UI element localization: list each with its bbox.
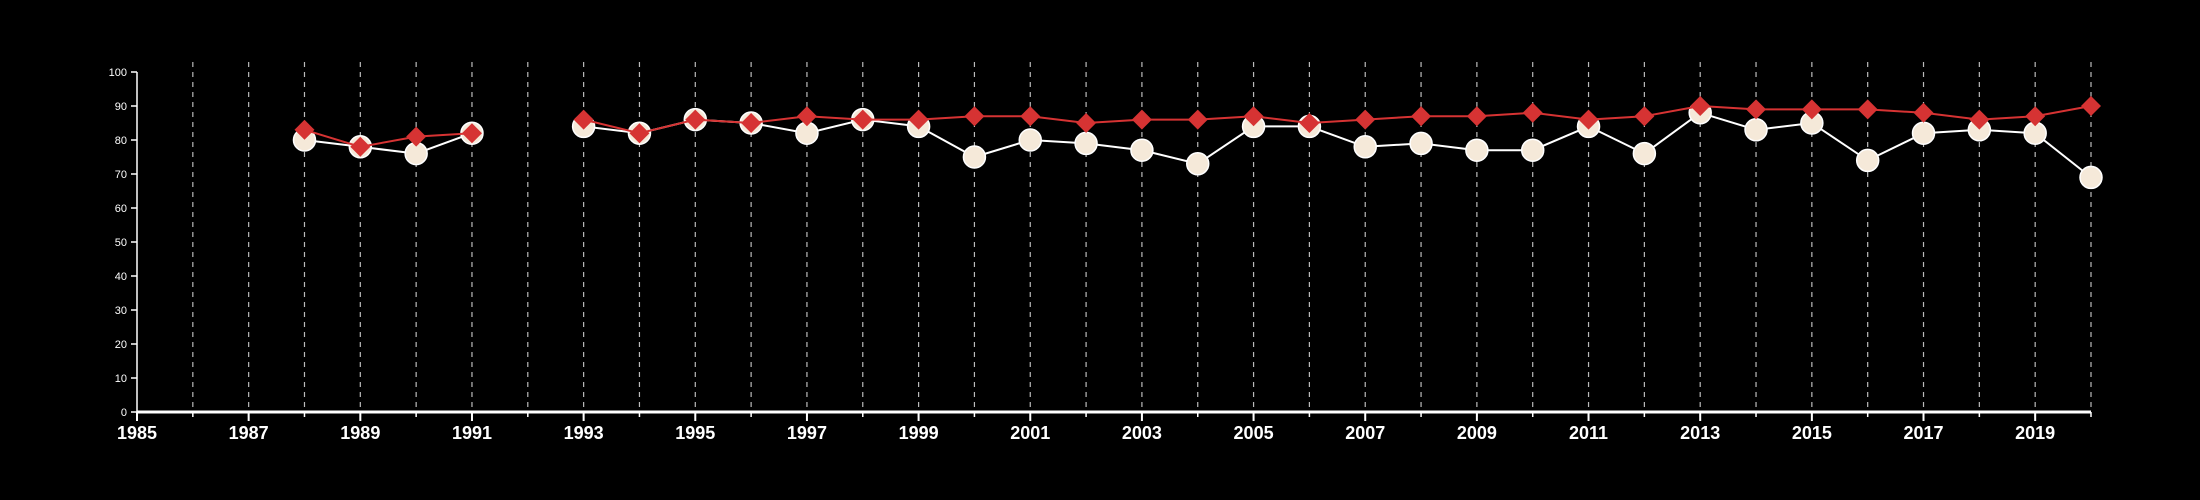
point-diamond-2016 (1857, 99, 1878, 120)
x-tick-label-1999: 1999 (899, 423, 939, 443)
point-diamond-1991 (461, 123, 482, 144)
y-tick-label-20: 20 (115, 339, 127, 351)
series-1-line-2 (583, 111, 2092, 179)
x-tick-label-1995: 1995 (675, 423, 715, 443)
point-circle-2020 (2079, 165, 2103, 190)
y-tick-label-70: 70 (115, 169, 127, 181)
x-tick-label-2019: 2019 (2015, 423, 2055, 443)
y-tick-label-100: 100 (109, 67, 127, 79)
series-2-line-2 (583, 104, 2092, 135)
point-diamond-2019 (2025, 106, 2046, 127)
point-circle-2004 (1185, 152, 1210, 176)
point-diamond-1998 (852, 109, 873, 130)
x-tick-label-1991: 1991 (452, 423, 492, 443)
point-circle-2007 (1353, 135, 1377, 159)
point-diamond-2001 (1020, 106, 1041, 127)
point-diamond-1997 (796, 106, 817, 127)
point-diamond-1988 (294, 119, 315, 140)
x-tick-label-2007: 2007 (1345, 423, 1385, 443)
point-diamond-2007 (1355, 109, 1376, 130)
x-tick-label-1997: 1997 (787, 423, 827, 443)
x-tick-label-1989: 1989 (340, 423, 380, 443)
x-tick-label-2003: 2003 (1122, 423, 1162, 443)
point-diamond-1995 (685, 109, 706, 130)
x-tick-label-2011: 2011 (1569, 423, 1608, 443)
x-tick-label-2001: 2001 (1010, 423, 1050, 443)
y-tick-label-90: 90 (115, 101, 127, 113)
point-diamond-2008 (1411, 106, 1432, 127)
vertical-gridlines (192, 62, 2092, 412)
data-series (292, 96, 2103, 190)
point-circle-2009 (1465, 138, 1489, 162)
point-diamond-1993 (573, 109, 594, 130)
point-diamond-2012 (1634, 106, 1655, 127)
tick-labels: 0 10 20 30 40 50 60 70 80 90 100 1985 1987 1989 1991 19… (109, 67, 2056, 443)
point-diamond-2015 (1801, 99, 1822, 120)
point-diamond-2003 (1131, 109, 1152, 130)
series-2 (294, 96, 2101, 157)
point-circle-2010 (1520, 138, 1545, 162)
y-tick-label-60: 60 (115, 203, 127, 215)
point-diamond-2005 (1243, 106, 1264, 127)
y-tick-label-80: 80 (115, 135, 127, 147)
point-diamond-1999 (908, 109, 929, 130)
x-tick-label-1993: 1993 (564, 423, 604, 443)
point-diamond-2010 (1522, 102, 1543, 123)
y-tick-label-0: 0 (121, 407, 127, 419)
point-circle-2012 (1632, 141, 1657, 166)
series-1-line-1 (304, 132, 473, 155)
point-circle-2002 (1074, 131, 1098, 156)
point-circle-2000 (962, 145, 987, 169)
point-circle-2017 (1911, 121, 1936, 145)
point-diamond-1994 (629, 123, 650, 144)
x-tick-label-2009: 2009 (1457, 423, 1497, 443)
point-diamond-2002 (1076, 113, 1097, 133)
x-tick-label-1985: 1985 (117, 423, 157, 443)
y-tick-label-30: 30 (115, 305, 127, 317)
point-circle-2014 (1744, 118, 1768, 142)
point-diamond-2006 (1299, 113, 1320, 133)
point-circle-2003 (1130, 138, 1154, 162)
point-diamond-1989 (350, 136, 371, 157)
axes (131, 71, 2092, 421)
point-diamond-1996 (741, 113, 762, 133)
x-tick-label-1987: 1987 (229, 423, 269, 443)
y-tick-label-10: 10 (115, 373, 127, 385)
point-diamond-1990 (406, 126, 427, 147)
point-diamond-2018 (1969, 109, 1990, 130)
point-diamond-2009 (1466, 106, 1487, 127)
x-tick-label-2015: 2015 (1792, 423, 1832, 443)
y-tick-label-40: 40 (115, 271, 127, 283)
point-circle-2016 (1855, 148, 1880, 173)
point-diamond-2020 (2081, 96, 2101, 116)
point-diamond-2017 (1913, 102, 1934, 123)
point-diamond-2013 (1690, 96, 1711, 116)
point-diamond-2011 (1578, 109, 1599, 130)
series-2-line-1 (304, 128, 473, 148)
x-tick-label-2013: 2013 (1680, 423, 1720, 443)
y-tick-label-50: 50 (115, 237, 127, 249)
x-tick-label-2017: 2017 (1903, 423, 1943, 443)
point-circle-2001 (1018, 128, 1043, 152)
point-circle-2008 (1409, 131, 1433, 156)
point-diamond-2004 (1187, 109, 1208, 130)
point-diamond-2000 (964, 106, 985, 127)
point-diamond-2014 (1746, 99, 1767, 120)
x-tick-label-2005: 2005 (1234, 423, 1274, 443)
